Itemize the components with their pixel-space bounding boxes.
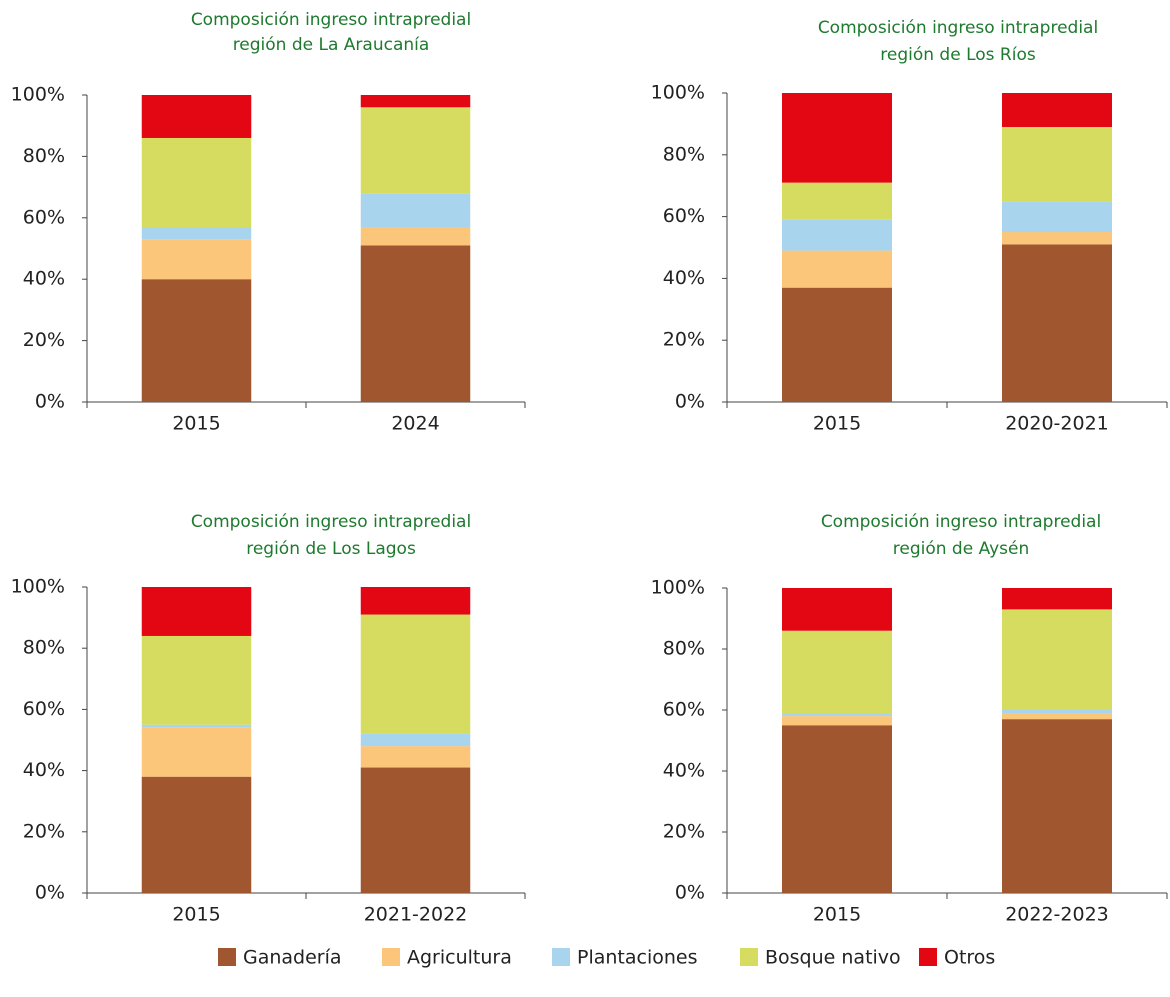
legend-swatch [740,948,758,966]
legend-swatch [218,948,236,966]
legend-swatch [552,948,570,966]
y-tick-label: 60% [23,206,65,228]
chart-title: Composición ingreso intrapredial [191,10,471,30]
chart-title: región de Aysén [893,539,1029,559]
legend-swatch [382,948,400,966]
y-tick-label: 40% [663,760,705,782]
bar-segment [1002,201,1112,233]
y-tick-label: 100% [11,84,65,106]
bar-segment [141,635,252,725]
bar-segment [141,279,252,402]
legend-label: Bosque nativo [765,947,901,969]
bar-segment [1002,609,1112,710]
bar-segment [782,182,892,220]
bar-segment [141,95,252,138]
y-tick-label: 20% [663,329,705,351]
x-tick-label: 2015 [172,904,220,926]
chart-title: región de La Araucanía [233,35,430,55]
y-tick-label: 80% [663,638,705,660]
y-tick-label: 0% [675,391,705,413]
y-tick-label: 100% [651,577,705,599]
bar-segment [782,716,892,726]
chart-title: región de Los Lagos [246,539,416,559]
bar-segment [782,630,892,714]
bar-segment [1002,710,1112,714]
bar-segment [782,287,892,402]
bar-segment [782,219,892,251]
y-tick-label: 100% [11,576,65,598]
legend-label: Agricultura [407,947,512,969]
y-tick-label: 40% [663,267,705,289]
y-tick-label: 0% [35,882,65,904]
bar-segment [1002,232,1112,245]
y-tick-label: 80% [23,145,65,167]
bar-segment [1002,244,1112,402]
bar-segment [141,587,252,636]
y-tick-label: 60% [23,698,65,720]
bar-segment [782,250,892,288]
x-tick-label: 2021-2022 [364,904,468,926]
y-tick-label: 100% [651,82,705,104]
bar-segment [1002,713,1112,720]
bar-segment [1002,588,1112,610]
bar-segment [1002,126,1112,202]
bar-segment [360,227,471,246]
bar-segment [141,239,252,280]
bar-segment [360,193,471,228]
legend-label: Ganadería [243,947,342,969]
bar-segment [141,727,252,777]
chart-title: Composición ingreso intrapredial [191,512,471,532]
y-tick-label: 20% [23,820,65,842]
x-tick-label: 2015 [813,413,861,435]
bar-segment [141,776,252,893]
bar-segment [782,588,892,631]
bar-segment [782,725,892,893]
y-tick-label: 20% [663,821,705,843]
legend-swatch [919,948,937,966]
chart-title: Composición ingreso intrapredial [818,18,1098,38]
y-tick-label: 40% [23,759,65,781]
y-tick-label: 80% [23,637,65,659]
chart-title: región de Los Ríos [880,45,1036,65]
bar-segment [360,107,471,194]
chart-title: Composición ingreso intrapredial [821,512,1101,532]
y-tick-label: 40% [23,268,65,290]
y-tick-label: 0% [675,882,705,904]
x-tick-label: 2022-2023 [1005,904,1109,926]
bar-segment [360,587,471,615]
y-tick-label: 60% [663,205,705,227]
legend-label: Plantaciones [577,947,698,969]
x-tick-label: 2020-2021 [1005,413,1109,435]
bar-segment [360,614,471,734]
bar-segment [360,95,471,108]
bar-segment [141,227,252,240]
y-tick-label: 60% [663,699,705,721]
bar-segment [141,724,252,728]
y-tick-label: 0% [35,391,65,413]
bar-segment [360,245,471,402]
bar-segment [360,746,471,768]
y-tick-label: 80% [663,143,705,165]
x-tick-label: 2015 [172,413,220,435]
legend-label: Otros [944,947,995,969]
bar-segment [360,767,471,893]
bar-segment [360,733,471,747]
x-tick-label: 2015 [813,904,861,926]
bar-segment [141,137,252,228]
y-tick-label: 20% [23,329,65,351]
bar-segment [782,713,892,717]
bar-segment [782,93,892,183]
x-tick-label: 2024 [391,413,439,435]
bar-segment [1002,93,1112,127]
bar-segment [1002,719,1112,893]
